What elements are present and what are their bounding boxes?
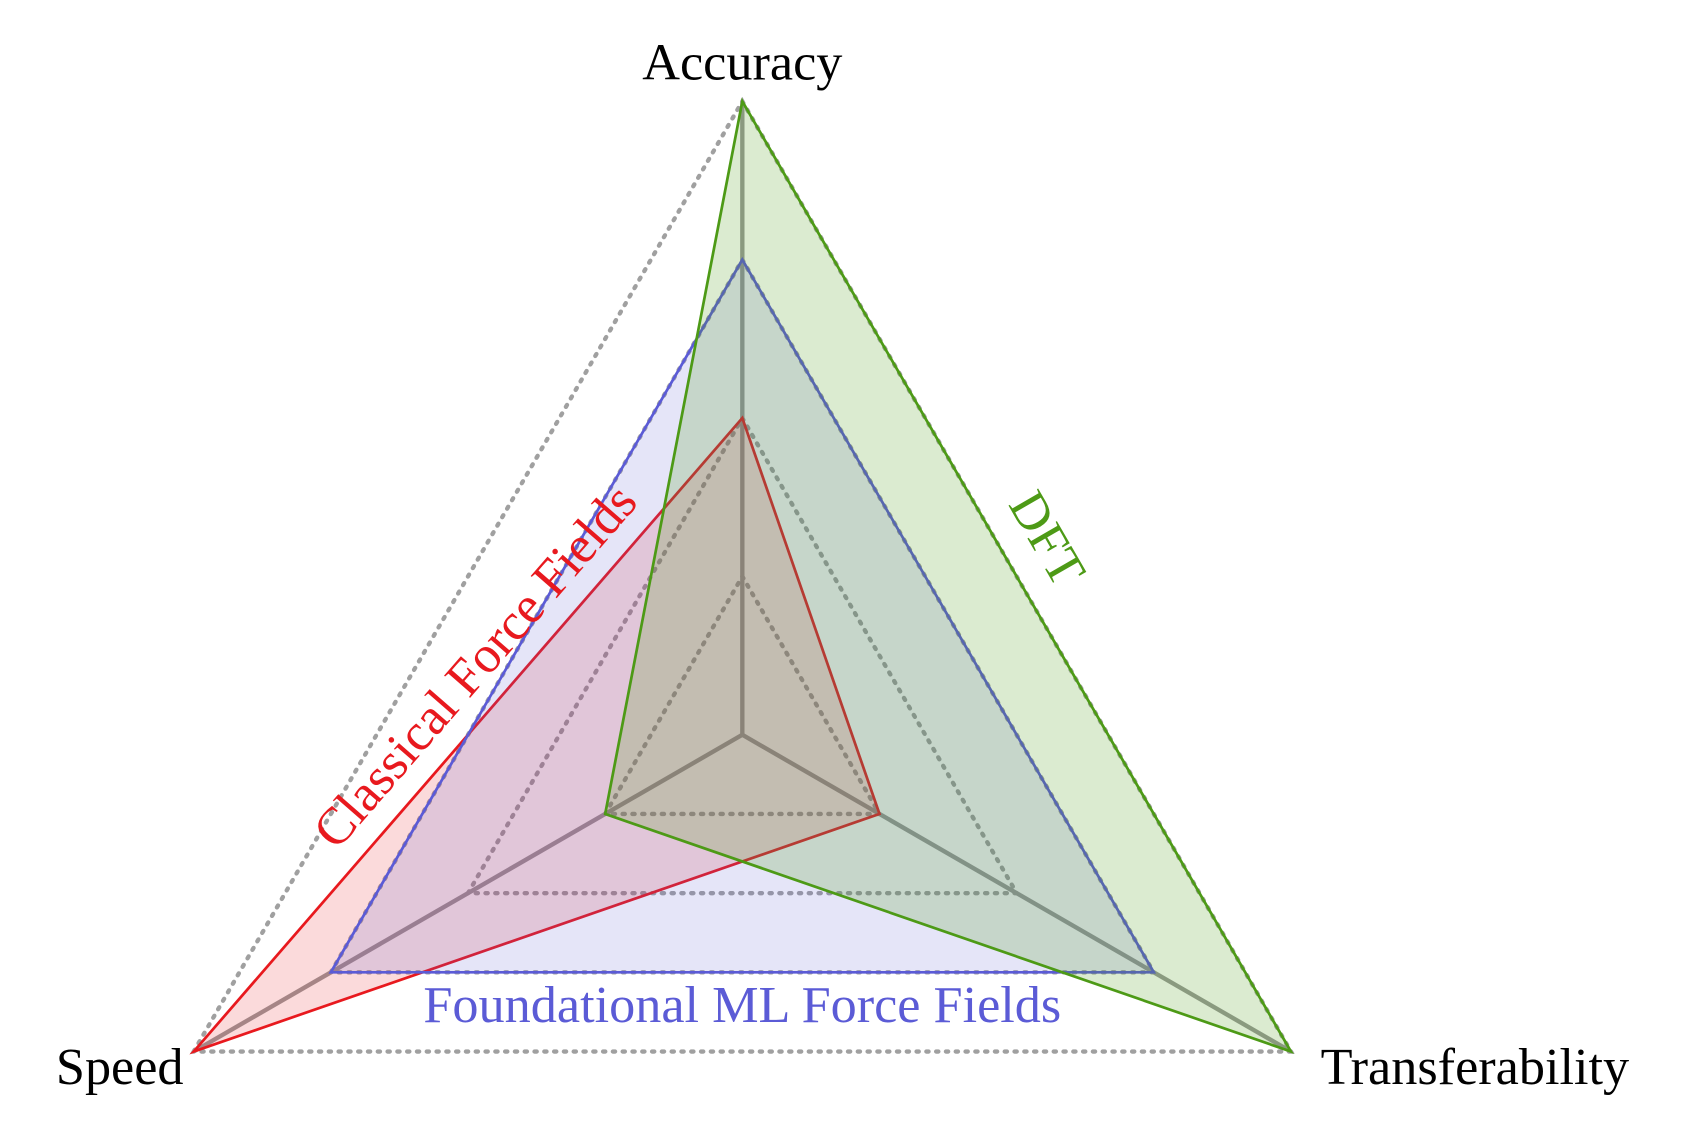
axis-label: Transferability (1321, 1038, 1630, 1096)
axis-label: Speed (56, 1038, 184, 1096)
grid-line (464, 413, 1021, 896)
series-area (328, 256, 1157, 974)
axis-line (741, 732, 1293, 1054)
axis-line (192, 732, 744, 1054)
series-label: Foundational ML Force Fields (423, 976, 1061, 1034)
grid-line (601, 572, 884, 817)
axis-label: Accuracy (642, 34, 842, 92)
series-area (603, 97, 1294, 1054)
